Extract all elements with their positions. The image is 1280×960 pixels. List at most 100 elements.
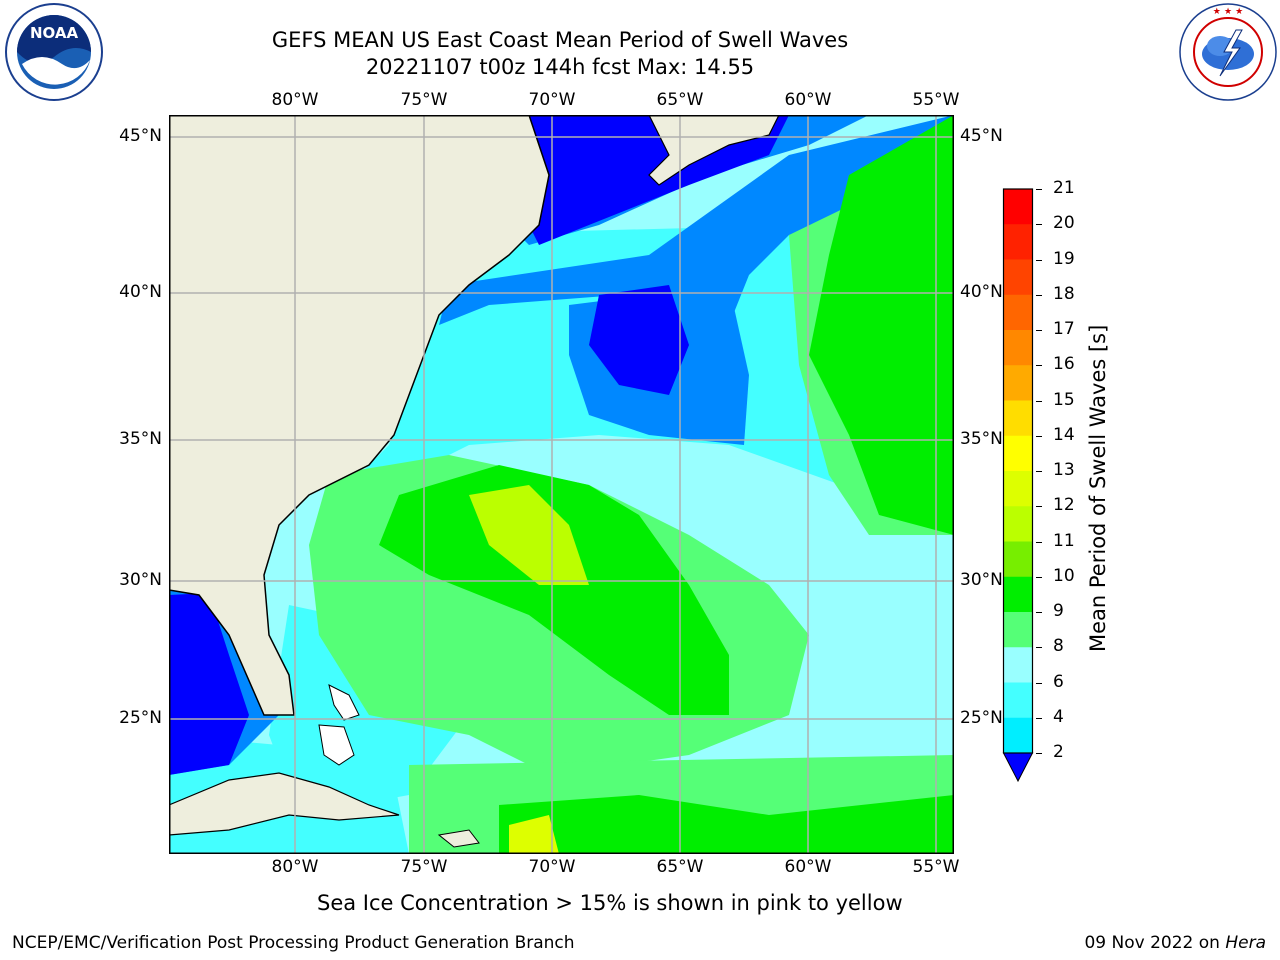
land-north-america <box>169 115 550 716</box>
colorbar-tick-mark <box>1036 717 1042 719</box>
land-bahamas-central <box>318 724 355 766</box>
lon-label-bottom-80w: 80°W <box>271 857 319 877</box>
colorbar-band <box>1003 647 1033 683</box>
footer-timestamp: 09 Nov 2022 on Hera <box>1084 933 1266 953</box>
colorbar-tick-label: 19 <box>1053 248 1075 269</box>
footer-host: Hera <box>1225 933 1266 953</box>
sea-ice-note: Sea Ice Concentration > 15% is shown in … <box>317 891 903 915</box>
colorbar-tick-label: 18 <box>1053 283 1075 304</box>
colorbar-band <box>1003 435 1033 472</box>
swell-zone-green-central <box>379 465 729 715</box>
colorbar-tick-mark <box>1036 189 1042 190</box>
colorbar-tick-label: 15 <box>1053 389 1075 410</box>
colorbar-band <box>1003 576 1033 613</box>
land-bahamas-north <box>328 684 360 721</box>
land-nova-scotia <box>648 115 780 186</box>
colorbar-band <box>1003 259 1033 296</box>
lat-label-left-25n: 25°N <box>119 708 162 728</box>
lon-label-bottom-65w: 65°W <box>656 857 704 877</box>
lat-label-left-30n: 30°N <box>119 570 162 590</box>
colorbar-tick-label: 9 <box>1053 601 1064 621</box>
nws-logo: ★ ★ ★ <box>1179 3 1277 101</box>
lon-label-top-70w: 70°W <box>528 90 576 110</box>
colorbar-tick-label: 6 <box>1053 671 1064 692</box>
lat-label-left-35n: 35°N <box>119 429 162 449</box>
lon-label-bottom-75w: 75°W <box>400 857 448 877</box>
colorbar-tick-label: 21 <box>1053 178 1075 198</box>
lat-label-right-40n: 40°N <box>960 282 1003 302</box>
swell-zone-green-east <box>809 115 954 535</box>
colorbar-tick-mark <box>1036 294 1042 296</box>
lon-label-top-60w: 60°W <box>784 90 832 110</box>
lon-label-bottom-60w: 60°W <box>784 857 832 877</box>
colorbar-band <box>1003 471 1033 507</box>
colorbar-tick-label: 10 <box>1053 565 1075 586</box>
lat-label-right-25n: 25°N <box>960 708 1003 728</box>
colorbar-band <box>1003 541 1033 578</box>
colorbar-tick-mark <box>1036 576 1042 578</box>
colorbar-tick-label: 16 <box>1053 354 1075 375</box>
colorbar-tick-mark <box>1036 753 1042 754</box>
swell-zone-yellowgreen-south <box>509 815 559 854</box>
map-title: GEFS MEAN US East Coast Mean Period of S… <box>271 28 849 52</box>
colorbar-frame <box>1002 188 1034 754</box>
colorbar-band <box>1003 506 1033 542</box>
colorbar-tick-label: 8 <box>1053 636 1064 657</box>
colorbar-tick-label: 4 <box>1053 706 1064 727</box>
colorbar-tick-mark <box>1036 506 1042 508</box>
swell-zone-yellowgreen-central <box>469 485 589 585</box>
colorbar-band <box>1003 717 1033 754</box>
colorbar-tick-mark <box>1036 471 1042 472</box>
footer-date: 09 Nov 2022 on <box>1084 933 1220 953</box>
colorbar-tick-mark <box>1036 682 1042 684</box>
map-frame <box>169 115 954 854</box>
colorbar-extend-arrow <box>1002 752 1034 783</box>
colorbar-tick-mark <box>1036 647 1042 649</box>
colorbar-tick-mark <box>1036 330 1042 331</box>
colorbar-band <box>1003 294 1033 331</box>
colorbar-tick-mark <box>1036 435 1042 437</box>
lat-label-right-45n: 45°N <box>960 126 1003 146</box>
swell-zone-green-south <box>499 795 954 854</box>
land-hispaniola-edge <box>437 829 480 848</box>
colorbar-band <box>1003 224 1033 260</box>
graticule <box>169 115 954 854</box>
colorbar <box>1002 188 1034 783</box>
colorbar-band <box>1003 400 1033 437</box>
lon-label-top-65w: 65°W <box>656 90 704 110</box>
lon-label-bottom-55w: 55°W <box>912 857 960 877</box>
lon-label-top-75w: 75°W <box>400 90 448 110</box>
swell-zone-darkblue-offshore <box>589 285 689 395</box>
colorbar-tick-label: 14 <box>1053 424 1075 445</box>
colorbar-band <box>1003 365 1033 401</box>
colorbar-band <box>1003 330 1033 366</box>
lon-label-bottom-70w: 70°W <box>528 857 576 877</box>
swell-zone-darkblue-gulf <box>169 593 249 775</box>
colorbar-tick-mark <box>1036 400 1042 402</box>
noaa-logo-text: NOAA <box>30 24 79 42</box>
colorbar-tick-mark <box>1036 259 1042 261</box>
colorbar-tick-label: 13 <box>1053 460 1075 480</box>
colorbar-tick-mark <box>1036 612 1042 613</box>
colorbar-band <box>1003 612 1033 648</box>
lon-label-top-80w: 80°W <box>271 90 319 110</box>
colorbar-tick-label: 12 <box>1053 495 1075 516</box>
colorbar-band <box>1003 189 1033 225</box>
noaa-logo: NOAA <box>5 3 103 101</box>
colorbar-tick-mark <box>1036 365 1042 367</box>
colorbar-tick-label: 11 <box>1053 530 1075 551</box>
colorbar-tick-mark <box>1036 541 1042 543</box>
map-subtitle: 20221107 t00z 144h fcst Max: 14.55 <box>365 55 755 79</box>
colorbar-tick-mark <box>1036 224 1042 226</box>
lat-label-left-45n: 45°N <box>119 126 162 146</box>
lat-label-right-30n: 30°N <box>960 570 1003 590</box>
colorbar-tick-label: 17 <box>1053 319 1075 339</box>
colorbar-tick-label: 20 <box>1053 213 1075 234</box>
map-panel <box>169 115 954 854</box>
svg-text:★ ★ ★: ★ ★ ★ <box>1213 7 1243 17</box>
colorbar-tick-label: 2 <box>1053 742 1064 762</box>
swell-zone-blue-north <box>439 115 954 325</box>
land-cuba <box>169 772 400 836</box>
lat-label-left-40n: 40°N <box>119 282 162 302</box>
colorbar-band <box>1003 682 1033 719</box>
